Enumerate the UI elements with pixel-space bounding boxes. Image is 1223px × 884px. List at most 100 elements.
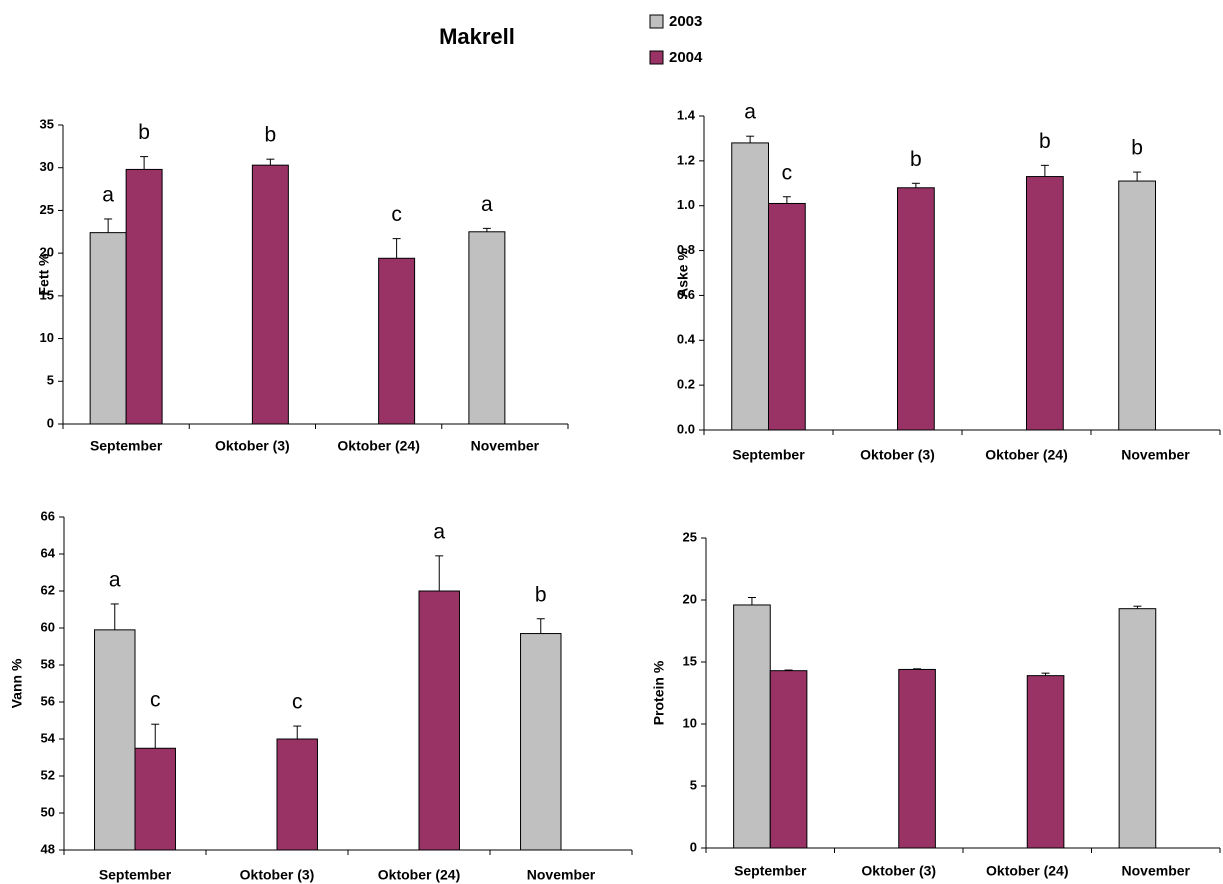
y-tick-label: 58 xyxy=(41,656,55,671)
error-bar xyxy=(392,238,401,259)
significance-letter: c xyxy=(150,689,161,712)
legend-swatch xyxy=(649,14,664,29)
x-tick-label: November xyxy=(471,438,540,454)
y-tick-label: 0.4 xyxy=(677,332,696,347)
bar xyxy=(89,232,127,425)
bar xyxy=(1118,608,1157,849)
x-tick-label: Oktober (3) xyxy=(860,447,935,463)
y-tick-label: 30 xyxy=(40,159,54,174)
bar xyxy=(94,629,136,851)
significance-letter: a xyxy=(481,193,493,216)
x-tick-label: Oktober (3) xyxy=(215,438,290,454)
y-tick-label: 35 xyxy=(40,116,54,131)
y-tick-label: 52 xyxy=(41,767,55,782)
y-tick-label: 10 xyxy=(40,330,54,345)
significance-letter: c xyxy=(292,691,303,714)
bar xyxy=(897,187,935,431)
y-axis-label: Aske % xyxy=(675,248,691,298)
error-bar xyxy=(482,227,491,232)
error-bar xyxy=(913,668,922,670)
y-tick-label: 0.6 xyxy=(677,287,695,302)
y-tick-label: 5 xyxy=(47,373,54,388)
error-bar xyxy=(110,603,119,630)
error-bar xyxy=(782,196,791,204)
x-tick-label: Oktober (24) xyxy=(378,867,460,883)
bar xyxy=(468,231,506,425)
legend-label: 2003 xyxy=(669,13,702,30)
error-bar xyxy=(1133,171,1142,182)
significance-letter: b xyxy=(265,124,277,147)
error-bar xyxy=(104,218,113,233)
x-tick-label: September xyxy=(99,867,172,883)
bar xyxy=(378,257,416,425)
error-bar xyxy=(784,669,793,671)
y-tick-label: 66 xyxy=(41,508,55,523)
bar xyxy=(769,670,808,849)
bar xyxy=(251,164,289,425)
error-bar xyxy=(746,135,755,143)
x-tick-label: September xyxy=(732,447,805,463)
significance-letter: b xyxy=(535,583,547,606)
error-bar xyxy=(140,156,149,170)
bar xyxy=(1026,176,1064,431)
error-bar xyxy=(1040,164,1049,177)
significance-letter: b xyxy=(1039,130,1051,153)
y-tick-label: 15 xyxy=(683,653,697,668)
significance-letter: a xyxy=(744,101,756,124)
y-tick-label: 1.4 xyxy=(677,107,696,122)
y-tick-label: 62 xyxy=(41,582,55,597)
figure-title: Makrell xyxy=(439,24,515,49)
error-bar xyxy=(266,158,275,166)
y-tick-label: 50 xyxy=(41,804,55,819)
bar xyxy=(1118,180,1156,431)
error-bar xyxy=(747,597,756,605)
x-tick-label: Oktober (24) xyxy=(985,447,1067,463)
significance-letter: b xyxy=(910,148,922,171)
y-tick-label: 25 xyxy=(40,202,54,217)
significance-letter: b xyxy=(138,121,150,144)
x-tick-label: September xyxy=(90,438,163,454)
y-tick-label: 0.8 xyxy=(677,242,695,257)
bar xyxy=(520,633,562,851)
x-tick-label: Oktober (3) xyxy=(240,867,315,883)
y-tick-label: 20 xyxy=(683,591,697,606)
y-tick-label: 56 xyxy=(41,693,55,708)
significance-letter: a xyxy=(102,184,114,207)
bar xyxy=(418,590,460,851)
bar xyxy=(898,668,936,849)
error-bar xyxy=(1133,605,1142,609)
x-tick-label: November xyxy=(1122,863,1191,879)
y-tick-label: 60 xyxy=(41,619,55,634)
y-tick-label: 15 xyxy=(40,287,54,302)
legend-label: 2004 xyxy=(669,49,703,66)
significance-letter: a xyxy=(109,568,121,591)
y-tick-label: 10 xyxy=(683,715,697,730)
y-tick-label: 1.0 xyxy=(677,197,695,212)
legend-swatch xyxy=(649,50,664,65)
y-tick-label: 48 xyxy=(41,841,55,856)
y-axis-label: Protein % xyxy=(651,660,667,725)
x-tick-label: Oktober (24) xyxy=(337,438,419,454)
y-tick-label: 0 xyxy=(47,415,54,430)
error-bar xyxy=(151,723,160,749)
bar xyxy=(768,202,806,431)
y-tick-label: 54 xyxy=(41,730,56,745)
y-tick-label: 0 xyxy=(690,839,697,854)
y-tick-label: 0.2 xyxy=(677,377,695,392)
x-tick-label: November xyxy=(1121,447,1190,463)
y-tick-label: 0.0 xyxy=(677,421,695,436)
x-tick-label: November xyxy=(527,867,596,883)
significance-letter: a xyxy=(433,520,445,543)
bar xyxy=(276,738,318,851)
y-tick-label: 20 xyxy=(40,245,54,260)
y-tick-label: 1.2 xyxy=(677,152,695,167)
y-axis-label: Fett % xyxy=(36,253,52,296)
bar xyxy=(1026,675,1065,849)
significance-letter: c xyxy=(782,161,793,184)
bar xyxy=(134,747,176,851)
x-tick-label: Oktober (24) xyxy=(986,863,1068,879)
error-bar xyxy=(1041,672,1050,676)
bar xyxy=(733,604,771,849)
error-bar xyxy=(536,618,545,634)
